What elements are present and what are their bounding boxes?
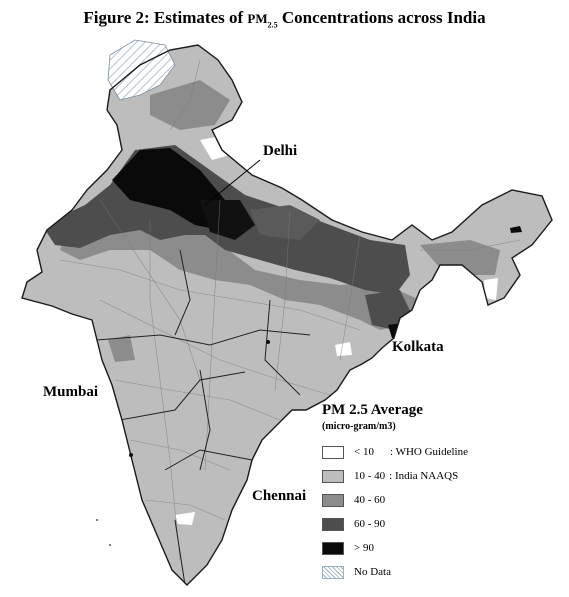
city-dot [266,340,270,344]
legend-label: : India NAAQS [389,470,459,482]
city-dot [129,453,133,457]
legend-range: 60 - 90 [354,518,386,530]
zone-over-90-delhi [112,148,225,230]
zone-over-90-ne [510,226,522,233]
title-suffix: Concentrations across India [277,8,486,27]
title-prefix: Figure 2: Estimates of [83,8,248,27]
title-subscript: 2.5 [267,20,278,30]
figure-title: Figure 2: Estimates of PM2.5 Concentrati… [0,8,569,29]
legend-swatch [322,469,344,483]
legend-unit: (micro-gram/m3) [322,421,396,432]
zone-40-60-west [108,335,135,362]
legend: PM 2.5 Average (micro-gram/m3) < 10 : WH… [322,402,552,584]
zone-40-60-kashmir [150,80,230,130]
island-dot [109,544,111,546]
city-label-kolkata: Kolkata [392,339,444,355]
legend-swatch [322,541,344,555]
legend-swatch [322,517,344,531]
legend-label: : WHO Guideline [389,446,468,458]
zone-over-90-west-up [200,200,255,240]
legend-item-over-90: > 90 [322,536,552,560]
legend-item-10-40: 10 - 40 : India NAAQS [322,464,552,488]
legend-range: 10 - 40 [354,470,386,482]
legend-swatch [322,445,344,459]
legend-swatch-hatched [322,565,344,579]
island-dot [96,519,98,521]
legend-item-60-90: 60 - 90 [322,512,552,536]
city-label-chennai: Chennai [252,488,307,504]
legend-range: 40 - 60 [354,494,386,506]
state-boundaries [96,249,311,585]
zone-under-10-ne [484,278,498,300]
title-pm: PM [247,11,268,26]
legend-range: > 90 [354,542,374,554]
district-boundaries [59,59,521,561]
delhi-pointer-line [204,159,261,206]
legend-title: PM 2.5 Average [322,402,423,418]
zone-60-90-up [250,205,320,240]
legend-item-no-data: No Data [322,560,552,584]
legend-item-40-60: 40 - 60 [322,488,552,512]
city-label-mumbai: Mumbai [43,384,99,400]
zone-under-10-south [175,512,195,525]
city-label-delhi: Delhi [263,143,298,159]
no-data-region [107,39,176,101]
legend-item-under-10: < 10 : WHO Guideline [322,440,552,464]
legend-swatch [322,493,344,507]
zone-under-10-east [335,342,352,356]
legend-range: < 10 [354,446,374,458]
legend-range: No Data [354,566,391,578]
